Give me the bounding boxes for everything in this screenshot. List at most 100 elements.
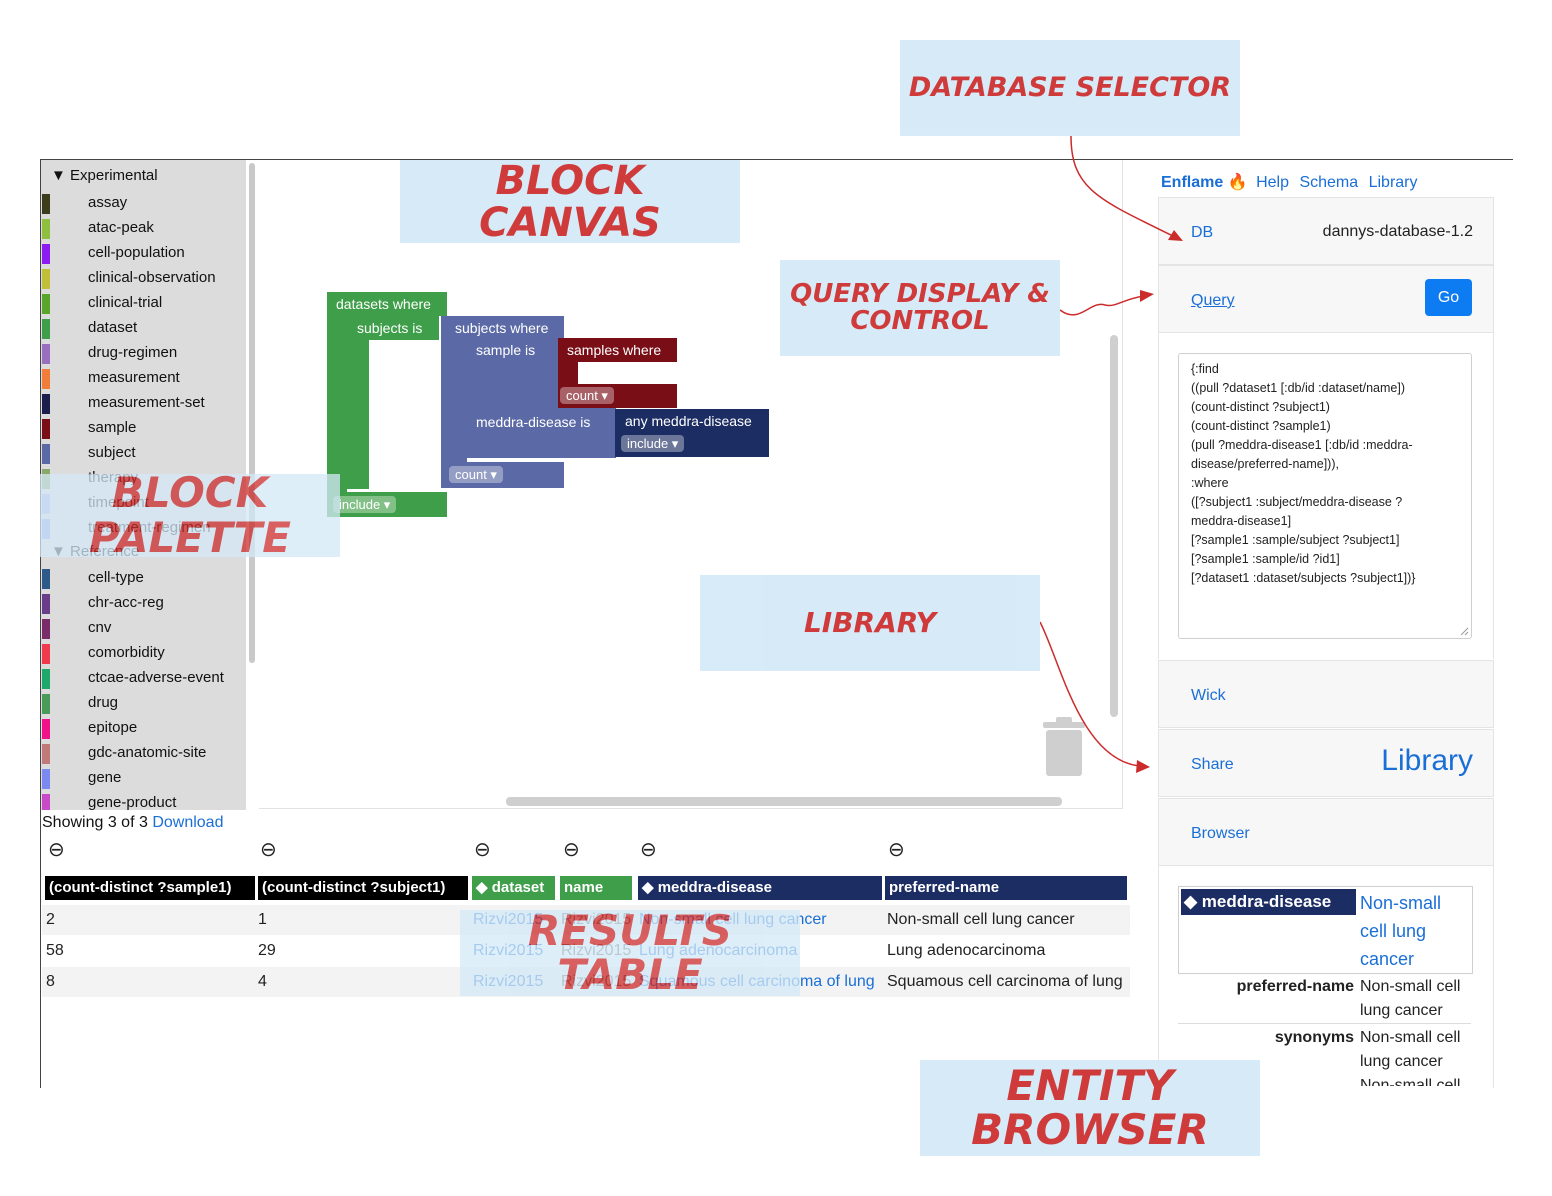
palette-item-drug[interactable]: drug (41, 693, 246, 718)
palette-item-label: ctcae-adverse-event (88, 669, 224, 686)
column-header-count-subject[interactable]: (count-distinct ?subject1) (258, 876, 468, 900)
palette-item-cnv[interactable]: cnv (41, 618, 246, 643)
color-swatch (42, 244, 50, 264)
count-dropdown-samples[interactable]: count ▾ (560, 387, 614, 404)
color-swatch (42, 444, 50, 464)
palette-item-label: sample (88, 419, 137, 436)
palette-item-gene[interactable]: gene (41, 768, 246, 793)
palette-item-label: measurement-set (88, 394, 205, 411)
column-header-dataset[interactable]: ◆ dataset (472, 876, 555, 900)
palette-item-clinical-trial[interactable]: clinical-trial (41, 293, 246, 318)
color-swatch (42, 594, 50, 614)
palette-item-subject[interactable]: subject (41, 443, 246, 468)
palette-item-comorbidity[interactable]: comorbidity (41, 643, 246, 668)
sample-is-label: sample is (476, 342, 536, 358)
column-header-name[interactable]: name (560, 876, 632, 900)
samples-where-block[interactable]: samples where count ▾ (558, 338, 677, 408)
query-line: ([?subject1 :subject/meddra-disease ? (1191, 495, 1403, 509)
brand-link[interactable]: Enflame (1161, 174, 1224, 191)
include-dropdown-meddra[interactable]: include ▾ (621, 435, 685, 452)
db-label[interactable]: DB (1191, 224, 1214, 241)
callout-block-canvas: BLOCK CANVAS (400, 160, 740, 244)
palette-item-measurement-set[interactable]: measurement-set (41, 393, 246, 418)
query-line: meddra-disease1] (1191, 514, 1292, 528)
palette-scrollbar[interactable] (249, 163, 255, 663)
color-swatch (42, 394, 50, 414)
palette-item-chr-acc-reg[interactable]: chr-acc-reg (41, 593, 246, 618)
palette-heading-experimental[interactable]: ▼ Experimental (51, 167, 158, 184)
palette-item-dataset[interactable]: dataset (41, 318, 246, 343)
palette-item-label: gene (88, 769, 122, 786)
color-swatch (42, 644, 50, 664)
palette-item-sample[interactable]: sample (41, 418, 246, 443)
palette-item-measurement[interactable]: measurement (41, 368, 246, 393)
remove-column-icon[interactable]: ⊖ (474, 839, 491, 861)
canvas-vertical-scrollbar[interactable] (1110, 335, 1118, 717)
remove-column-icon[interactable]: ⊖ (48, 839, 65, 861)
datasets-where-block[interactable]: datasets where include ▾ (327, 292, 447, 517)
palette-item-label: gene-product (88, 794, 177, 810)
remove-column-icon[interactable]: ⊖ (888, 839, 905, 861)
color-swatch (42, 769, 50, 789)
fire-icon: 🔥 (1227, 174, 1248, 191)
remove-column-icon[interactable]: ⊖ (563, 839, 580, 861)
include-dropdown[interactable]: include ▾ (333, 496, 397, 513)
synonyms-label: synonyms (1274, 1029, 1354, 1046)
results-summary: Showing 3 of 3 Download (42, 814, 223, 832)
resize-handle-icon[interactable] (1460, 627, 1469, 636)
subjects-is-block[interactable]: subjects is (347, 316, 439, 489)
wick-panel: Wick (1158, 660, 1494, 728)
canvas-horizontal-scrollbar[interactable] (506, 797, 1062, 806)
remove-column-icon[interactable]: ⊖ (260, 839, 277, 861)
table-cell: 29 (258, 942, 276, 959)
palette-item-cell-type[interactable]: cell-type (41, 568, 246, 593)
query-line: (count-distinct ?subject1) (1191, 400, 1330, 414)
table-cell: 8 (46, 973, 55, 990)
app-frame (40, 159, 1513, 1088)
share-toggle[interactable]: Share (1191, 756, 1234, 773)
any-meddra-disease-block[interactable]: any meddra-disease include ▾ (615, 409, 769, 457)
database-selector[interactable]: dannys-database-1.2 (1322, 223, 1473, 240)
palette-item-gene-product[interactable]: gene-product (41, 793, 246, 810)
palette-item-epitope[interactable]: epitope (41, 718, 246, 743)
table-cell: 58 (46, 942, 64, 959)
column-header-count-sample[interactable]: (count-distinct ?sample1) (45, 876, 255, 900)
color-swatch (42, 744, 50, 764)
palette-item-assay[interactable]: assay (41, 193, 246, 218)
callout-results-table: RESULTS TABLE (460, 908, 800, 997)
palette-item-label: epitope (88, 719, 138, 736)
browser-toggle[interactable]: Browser (1191, 825, 1250, 842)
library-link[interactable]: Library (1368, 174, 1418, 191)
palette-item-label: cnv (88, 619, 112, 636)
remove-column-icon[interactable]: ⊖ (640, 839, 657, 861)
sample-is-block[interactable]: sample is meddra-disease is (466, 338, 616, 458)
query-display[interactable]: {:find ((pull ?dataset1 [:db/id :dataset… (1178, 353, 1472, 639)
palette-item-label: assay (88, 194, 128, 211)
color-swatch (42, 794, 50, 810)
datasets-where-label: datasets where (336, 296, 431, 312)
palette-item-gdc-anatomic-site[interactable]: gdc-anatomic-site (41, 743, 246, 768)
query-toggle[interactable]: Query (1191, 292, 1235, 309)
palette-item-drug-regimen[interactable]: drug-regimen (41, 343, 246, 368)
wick-toggle[interactable]: Wick (1191, 687, 1226, 704)
palette-item-label: clinical-observation (88, 269, 216, 286)
palette-item-cell-population[interactable]: cell-population (41, 243, 246, 268)
palette-item-clinical-observation[interactable]: clinical-observation (41, 268, 246, 293)
color-swatch (42, 669, 50, 689)
go-button[interactable]: Go (1425, 279, 1472, 316)
count-dropdown-subjects[interactable]: count ▾ (449, 466, 503, 483)
download-link[interactable]: Download (152, 814, 224, 831)
column-header-meddra-disease[interactable]: ◆ meddra-disease (638, 876, 882, 900)
schema-link[interactable]: Schema (1299, 174, 1359, 191)
column-header-preferred-name[interactable]: preferred-name (885, 876, 1127, 900)
trash-icon[interactable] (1040, 716, 1088, 778)
palette-item-ctcae-adverse-event[interactable]: ctcae-adverse-event (41, 668, 246, 693)
palette-item-atac-peak[interactable]: atac-peak (41, 218, 246, 243)
entity-value-link[interactable]: Non-small cell lung cancer (1360, 893, 1442, 969)
help-link[interactable]: Help (1256, 174, 1289, 191)
synonyms-value: Non-small cell lung cancer Non-small cel… (1360, 1029, 1461, 1086)
library-button[interactable]: Library (1381, 744, 1473, 777)
subjects-where-block[interactable]: subjects where count ▾ (441, 316, 564, 488)
entity-type-header: ◆ meddra-disease (1181, 889, 1356, 915)
subjects-is-label: subjects is (357, 320, 423, 336)
